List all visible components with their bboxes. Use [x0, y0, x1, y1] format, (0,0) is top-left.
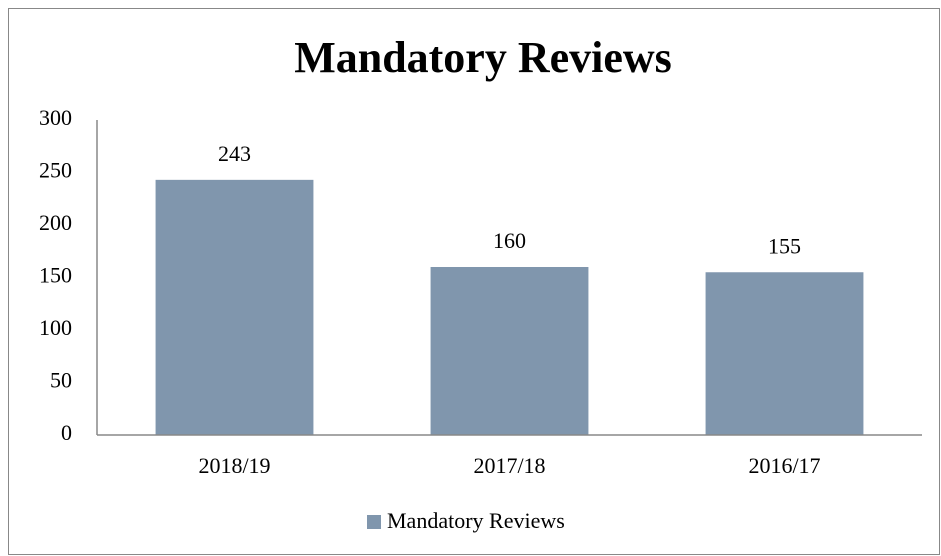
- y-tick-label: 150: [39, 263, 72, 288]
- bar: [705, 272, 864, 435]
- legend-swatch: [367, 515, 381, 529]
- x-tick-label: 2017/18: [473, 453, 545, 478]
- x-tick-label: 2016/17: [748, 453, 820, 478]
- y-tick-label: 0: [61, 420, 72, 445]
- bar: [430, 267, 589, 435]
- legend-label: Mandatory Reviews: [387, 508, 565, 533]
- y-tick-label: 300: [39, 105, 72, 130]
- x-tick-label: 2018/19: [198, 453, 270, 478]
- data-label: 155: [768, 233, 801, 258]
- y-tick-label: 200: [39, 210, 72, 235]
- data-label: 243: [218, 141, 251, 166]
- chart-title: Mandatory Reviews: [294, 33, 672, 82]
- bar: [155, 179, 314, 435]
- y-tick-label: 250: [39, 158, 72, 183]
- y-tick-label: 50: [50, 368, 72, 393]
- y-tick-label: 100: [39, 315, 72, 340]
- data-label: 160: [493, 228, 526, 253]
